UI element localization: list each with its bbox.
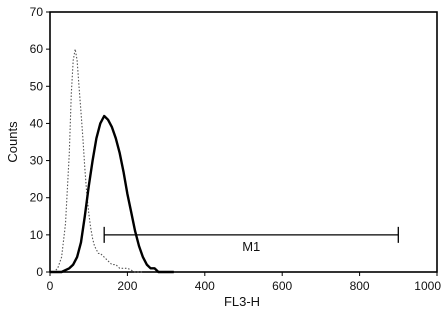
marker-0: M1: [103, 226, 399, 254]
x-tick-label-5: 1000: [414, 279, 441, 293]
y-tick-label-1: 10: [30, 228, 44, 242]
x-axis-title: FL3-H: [224, 294, 260, 309]
x-tick-label-3: 600: [272, 279, 292, 293]
x-tick-label-2: 400: [195, 279, 215, 293]
y-tick-label-4: 40: [30, 116, 44, 130]
marker-label: M1: [242, 239, 260, 254]
x-tick-label-1: 200: [117, 279, 137, 293]
y-tick-label-3: 30: [30, 154, 44, 168]
y-tick-label-7: 70: [30, 5, 44, 19]
annotation-layer: M1: [103, 226, 399, 254]
x-axis-ticks: 0 200 400 600 800 1000: [47, 272, 441, 293]
x-tick-label-4: 800: [350, 279, 370, 293]
y-axis-title: Counts: [5, 121, 20, 163]
series-layer: [50, 48, 174, 274]
y-tick-label-5: 50: [30, 79, 44, 93]
plot-frame: [49, 11, 438, 273]
x-tick-label-0: 0: [47, 279, 54, 293]
series-line-1: [50, 114, 174, 274]
series-line-0: [50, 48, 143, 273]
y-tick-label-2: 20: [30, 191, 44, 205]
y-axis-ticks: 0 10 20 30 40 50 60 70: [30, 5, 50, 279]
y-tick-label-6: 60: [30, 42, 44, 56]
y-tick-label-0: 0: [36, 265, 43, 279]
